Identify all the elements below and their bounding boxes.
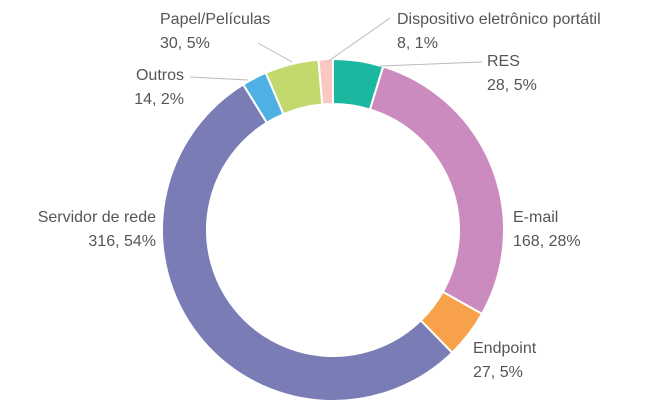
slice-label: Endpoint — [473, 340, 537, 357]
leader-line — [257, 42, 293, 63]
value-label: 28, 5% — [487, 77, 537, 94]
value-label: 30, 5% — [160, 35, 210, 52]
leader-line — [326, 17, 391, 63]
leader-line — [189, 76, 249, 81]
slice-label: E-mail — [513, 209, 558, 226]
donut-slice — [161, 83, 454, 401]
slice-label: RES — [487, 53, 520, 70]
slice-label: Dispositivo eletrônico portátil — [397, 11, 601, 28]
donut-slice — [368, 65, 505, 316]
value-label: 27, 5% — [473, 364, 523, 381]
value-label: 168, 28% — [513, 233, 581, 250]
leader-line — [379, 61, 483, 67]
slice-label: Papel/Películas — [160, 11, 270, 28]
slice-label: Outros — [136, 67, 184, 84]
value-label: 316, 54% — [88, 233, 156, 250]
slice-label: Servidor de rede — [38, 209, 156, 226]
donut-slice — [317, 57, 334, 106]
value-label: 14, 2% — [134, 91, 184, 108]
value-label: 8, 1% — [397, 35, 438, 52]
